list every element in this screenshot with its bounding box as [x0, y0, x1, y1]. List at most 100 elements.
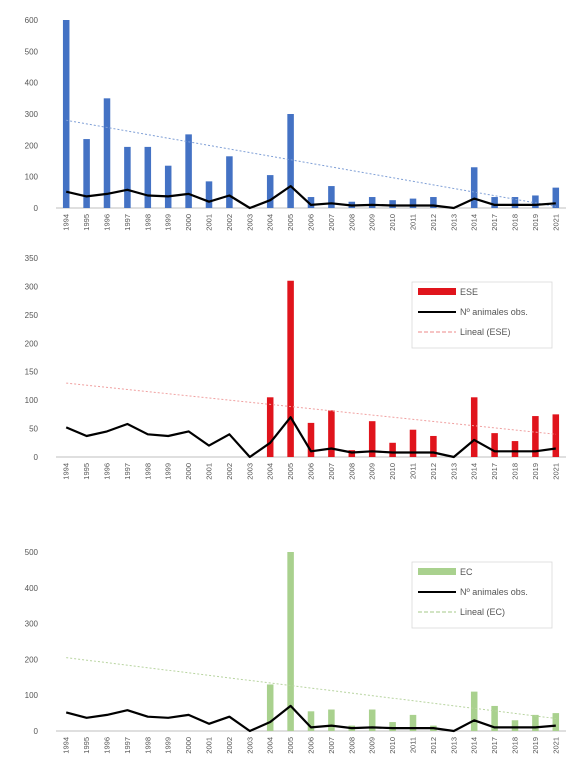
x-tick-label: 2007 [327, 214, 336, 231]
bar [62, 20, 70, 208]
bar [532, 416, 539, 457]
x-tick-label: 2003 [245, 737, 254, 754]
x-tick-label: 2009 [368, 463, 377, 480]
chart-1: 0 100 200 300 400 500 600 1994 1995 1996 1997 1998 1… [25, 16, 566, 231]
x-tick-label: 2001 [205, 214, 214, 231]
x-tick-label: 2013 [449, 737, 458, 754]
bar [470, 167, 478, 208]
x-tick-label: 2010 [388, 463, 397, 480]
x-tick-label: 2005 [286, 737, 295, 754]
y-tick-label: 100 [25, 173, 39, 182]
x-tick-label: 2011 [409, 214, 418, 230]
x-tick-label: 1996 [103, 737, 112, 754]
bar [470, 397, 478, 457]
x-tick-label: 1997 [123, 737, 132, 754]
bar [430, 197, 437, 208]
x-tick-label: 2002 [225, 463, 234, 480]
y-tick-label: 250 [25, 311, 39, 320]
y-tick-label: 400 [25, 79, 39, 88]
x-tick-label: 2002 [225, 214, 234, 231]
x-tick-label: 1995 [82, 737, 91, 754]
x-tick-label: 2000 [184, 463, 193, 480]
legend-label: Nº animales obs. [460, 587, 528, 597]
x-tick-label: 2008 [347, 463, 356, 480]
y-tick-label: 200 [25, 339, 39, 348]
x-tick-label: 1998 [143, 463, 152, 480]
bar [389, 442, 396, 457]
bar [552, 414, 560, 457]
x-tick-label: 2018 [511, 463, 520, 480]
bar [430, 435, 437, 457]
x-tick-label: 2000 [184, 214, 193, 231]
bar [328, 186, 335, 208]
bar [491, 705, 498, 731]
y-tick-label: 0 [34, 727, 39, 736]
x-tick-label: 2019 [531, 463, 540, 480]
bar [511, 720, 519, 731]
bar [532, 195, 539, 208]
x-tick-label: 2007 [327, 463, 336, 480]
bar [389, 200, 396, 208]
bar [368, 421, 376, 457]
x-tick-label: 1995 [82, 214, 91, 231]
x-tick-label: 2007 [327, 737, 336, 754]
bar [511, 197, 519, 208]
x-tick-label: 2009 [368, 737, 377, 754]
x-tick-label: 1996 [103, 463, 112, 480]
x-tick-label: 2014 [470, 463, 479, 480]
y-tick-label: 300 [25, 620, 39, 629]
bar [368, 197, 376, 208]
bar [287, 552, 294, 731]
chart-2: 0 50 100 150 200 250 300 350 1994 1995 1996 1997 199… [25, 254, 566, 480]
x-tick-label: 2011 [409, 737, 418, 753]
x-tick-label: 2014 [470, 737, 479, 754]
x-tick-label: 1997 [123, 463, 132, 480]
x-tick-label: 2008 [347, 737, 356, 754]
bar [552, 713, 560, 731]
bar [266, 684, 274, 731]
y-tick-label: 0 [34, 453, 39, 462]
y-tick-label: 500 [25, 47, 39, 56]
bar [266, 397, 274, 457]
bar [409, 198, 417, 208]
x-tick-label: 1994 [62, 737, 71, 754]
bar [287, 114, 294, 208]
x-tick-label: 2010 [388, 737, 397, 754]
x-tick-label: 2008 [347, 214, 356, 231]
y-tick-label: 300 [25, 282, 39, 291]
x-tick-label: 2011 [409, 463, 418, 479]
bar [307, 711, 315, 731]
y-tick-label: 0 [34, 204, 39, 213]
bar [124, 146, 131, 208]
y-tick-label: 500 [25, 548, 39, 557]
legend-label: Lineal (EC) [460, 607, 505, 617]
x-tick-label: 1995 [82, 463, 91, 480]
legend-label: Nº animales obs. [460, 307, 528, 317]
x-tick-label: 2019 [531, 737, 540, 754]
series-line [65, 416, 556, 459]
x-tick-label: 2009 [368, 214, 377, 231]
x-tick-label: 1994 [62, 214, 71, 231]
x-tick-label: 1999 [164, 214, 173, 231]
x-tick-label: 2012 [429, 463, 438, 480]
y-tick-label: 200 [25, 141, 39, 150]
x-tick-label: 2004 [266, 737, 275, 754]
x-tick-label: 1996 [103, 214, 112, 231]
y-tick-label: 100 [25, 691, 39, 700]
bar [511, 441, 519, 457]
x-tick-label: 2006 [307, 214, 316, 231]
x-tick-label: 2001 [205, 737, 214, 754]
legend: EC Nº animales obs. Lineal (EC) [411, 561, 553, 629]
trend-line [66, 119, 556, 207]
bar [103, 98, 111, 208]
trend-line [66, 657, 556, 719]
x-tick-label: 1999 [164, 737, 173, 754]
x-tick-label: 1999 [164, 463, 173, 480]
bar [368, 709, 376, 731]
legend-label: EC [460, 567, 473, 577]
bar [287, 280, 294, 457]
x-tick-label: 2004 [266, 214, 275, 231]
x-tick-label: 2021 [551, 463, 560, 480]
bar [328, 410, 335, 457]
